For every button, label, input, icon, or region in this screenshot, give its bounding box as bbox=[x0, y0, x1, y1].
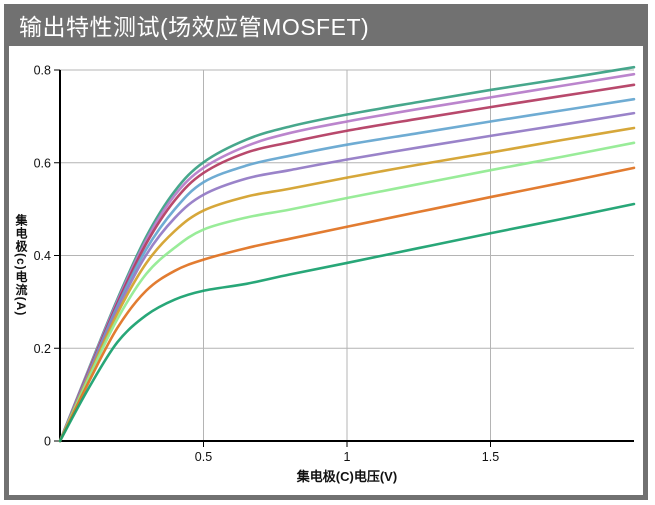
output-characteristics-chart: 0 0.2 0.4 0.6 0.8 0.5 1 1.5 bbox=[34, 64, 636, 464]
y-tick-label: 0.2 bbox=[34, 342, 51, 356]
y-tick-label: 0.4 bbox=[34, 249, 51, 263]
x-tick-label: 0.5 bbox=[195, 450, 212, 464]
window-title-bar[interactable]: 输出特性测试(场效应管MOSFET) bbox=[9, 4, 643, 46]
series-curve-5 bbox=[58, 111, 636, 443]
series-curve-9 bbox=[58, 202, 636, 443]
series-curve-7 bbox=[58, 141, 636, 443]
y-tick-label: 0.8 bbox=[34, 64, 51, 78]
instrument-window: 输出特性测试(场效应管MOSFET) 0 0.2 0.4 0.6 0.8 0.5 1 1.5 … bbox=[4, 4, 648, 500]
y-tick-label: 0.6 bbox=[34, 156, 51, 170]
y-tick-label: 0 bbox=[44, 435, 51, 449]
y-axis-title: 集电极(c)电流(A) bbox=[14, 214, 28, 317]
series-curve-8 bbox=[58, 166, 636, 443]
window-title: 输出特性测试(场效应管MOSFET) bbox=[19, 14, 370, 40]
series-curve-4 bbox=[58, 97, 636, 443]
x-axis-title: 集电极(C)电压(V) bbox=[296, 469, 398, 484]
x-tick-label: 1.5 bbox=[482, 450, 499, 464]
series-curve-6 bbox=[58, 126, 636, 443]
x-tick-label: 1 bbox=[344, 450, 351, 464]
chart-area: 0 0.2 0.4 0.6 0.8 0.5 1 1.5 集电极(c)电流(A) 集电极(C)电… bbox=[9, 46, 643, 495]
